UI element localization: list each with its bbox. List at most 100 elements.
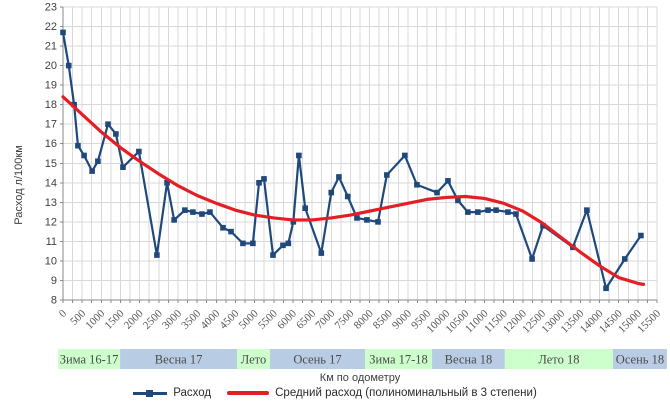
consumption-marker [290,219,297,225]
consumption-marker [256,180,262,186]
consumption-marker [513,211,519,217]
x-axis-title: Км по одометру [319,372,401,384]
season-band [612,349,667,369]
consumption-marker [434,189,440,196]
y-tick-label: 19 [45,80,57,92]
x-tick-label: 0 [57,307,70,320]
consumption-marker [207,209,213,215]
consumption-marker [89,168,95,174]
x-tick-label: 8000 [352,307,376,331]
season-band-label: Весна 18 [445,353,493,367]
consumption-marker [445,178,451,184]
consumption-marker [240,240,246,247]
x-tick-label: 8500 [371,307,395,331]
x-tick-label: 4500 [218,307,242,331]
consumption-marker [328,189,335,196]
x-tick-label: 6000 [275,307,299,331]
consumption-marker [344,193,351,200]
consumption-marker [638,232,644,239]
season-band [236,349,270,369]
consumption-marker [164,180,170,186]
y-tick-label: 8 [51,295,57,307]
x-tick-label: 7500 [332,307,356,331]
season-band [120,349,237,369]
consumption-marker [136,148,142,155]
y-axis-title: Расход л/100км [13,145,25,225]
consumption-marker [318,250,325,256]
consumption-marker [336,174,342,180]
season-band-label: Зима 17-18 [369,353,428,367]
season-band [504,349,613,369]
y-tick-label: 21 [45,41,57,53]
x-tick-label: 1000 [83,307,107,331]
consumption-marker [280,242,286,249]
y-tick-label: 17 [45,119,57,131]
consumption-marker [71,101,77,108]
consumption-marker [354,215,360,221]
season-band-label: Осень 17 [293,353,341,367]
x-tick-label: 7000 [313,307,337,331]
consumption-marker [270,252,276,258]
x-tick-label: 1500 [103,307,127,331]
consumption-marker [493,207,499,213]
legend-label-average: Средний расход (полиноминальный в 3 степ… [275,387,537,399]
consumption-marker [402,152,408,159]
consumption-marker [414,181,420,188]
x-tick-label: 2500 [141,307,165,331]
season-band-label: Весна 17 [155,353,203,367]
consumption-marker [540,222,546,229]
x-tick-label: 6500 [294,307,318,331]
consumption-marker [95,158,101,165]
consumption-marker [120,164,126,170]
y-tick-label: 10 [45,255,57,267]
legend-label-consumption: Расход [173,387,212,399]
consumption-marker [154,252,160,258]
x-tick-label: 15500 [635,307,663,335]
consumption-marker [529,256,535,262]
consumption-marker [465,209,471,215]
consumption-marker [182,207,188,213]
y-tick-label: 16 [45,138,57,150]
y-tick-label: 15 [45,158,57,170]
season-band-label: Лето 18 [538,353,579,367]
consumption-marker [455,197,461,204]
consumption-marker [261,176,267,182]
season-band [269,349,365,369]
season-band-label: Зима 16-17 [60,353,119,367]
y-tick-label: 22 [45,21,57,33]
season-band [364,349,433,369]
consumption-marker [190,209,196,215]
consumption-marker [113,131,119,137]
y-tick-label: 11 [46,236,57,248]
consumption-marker [285,240,292,247]
consumption-marker [485,207,491,213]
x-tick-label: 3500 [179,307,203,331]
y-tick-label: 14 [45,177,57,189]
x-tick-label: 5000 [237,307,261,331]
x-tick-label: 3000 [160,307,184,331]
consumption-marker [375,219,381,225]
x-tick-label: 5500 [256,307,280,331]
legend: Расход Средний расход (полиноминальный в… [0,387,670,399]
trend-line-icon [227,391,270,395]
y-tick-label: 9 [51,275,57,287]
consumption-marker [228,228,234,235]
y-tick-label: 13 [45,197,57,209]
consumption-marker [60,29,66,36]
consumption-marker [171,217,177,223]
consumption-marker [250,240,256,247]
consumption-marker [75,142,81,149]
consumption-marker [622,256,628,262]
season-band-label: Осень 18 [616,353,664,367]
season-band [58,349,121,369]
season-band-label: Лето [241,353,267,367]
x-tick-label: 4000 [198,307,222,331]
consumption-marker [505,209,511,215]
consumption-marker [296,152,302,159]
consumption-marker [199,211,205,217]
y-tick-label: 23 [45,2,57,14]
legend-item-average: Средний расход (полиноминальный в 3 степ… [227,387,537,399]
y-tick-label: 18 [45,99,57,111]
